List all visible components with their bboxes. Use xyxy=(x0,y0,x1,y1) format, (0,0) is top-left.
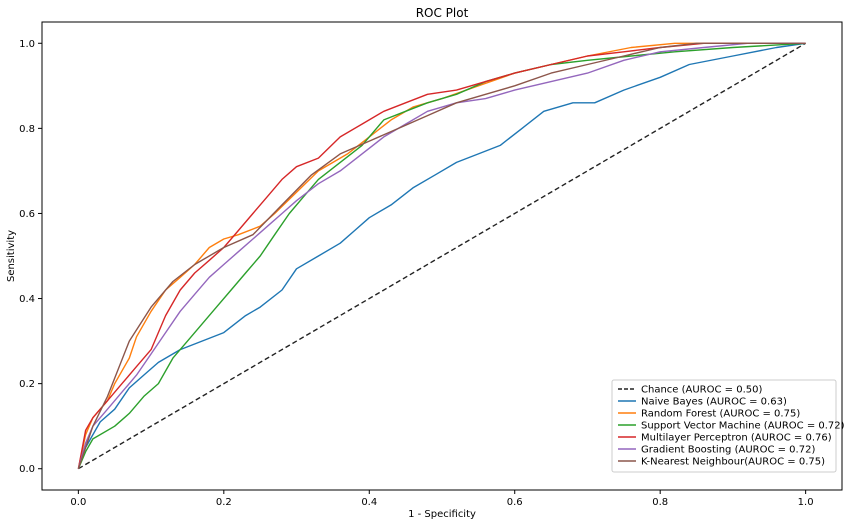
y-axis: 0.0 0.2 0.4 0.6 0.8 1.0 xyxy=(19,39,42,475)
legend-label: Gradient Boosting (AUROC = 0.72) xyxy=(641,445,815,456)
y-tick-label: 1.0 xyxy=(19,39,35,50)
series-line-5 xyxy=(77,42,806,469)
series-line-0 xyxy=(78,42,806,470)
legend-label: Random Forest (AUROC = 0.75) xyxy=(641,409,800,420)
legend-label: Multilayer Perceptron (AUROC = 0.76) xyxy=(641,433,832,444)
series-line-4 xyxy=(77,42,806,469)
x-axis-label: 1 - Specificity xyxy=(408,509,476,520)
x-tick-label: 0.2 xyxy=(216,497,232,508)
chart-title: ROC Plot xyxy=(416,6,469,20)
y-axis-label: Sensitivity xyxy=(6,230,17,282)
legend: Chance (AUROC = 0.50)Naive Bayes (AUROC … xyxy=(611,379,845,473)
y-tick-label: 0.2 xyxy=(19,379,35,390)
series-line-6 xyxy=(77,42,806,469)
y-tick-label: 0.6 xyxy=(19,209,35,220)
y-tick-label: 0.4 xyxy=(19,294,35,305)
x-axis: 0.0 0.2 0.4 0.6 0.8 1.0 xyxy=(70,490,814,508)
legend-box xyxy=(611,379,837,473)
series-line-1 xyxy=(77,42,806,469)
x-tick-label: 0.8 xyxy=(652,497,668,508)
plot-area xyxy=(41,21,843,491)
plot-frame xyxy=(41,21,843,491)
x-tick-label: 1.0 xyxy=(798,497,814,508)
legend-label: K-Nearest Neighbour(AUROC = 0.75) xyxy=(641,457,825,468)
y-tick-label: 0.0 xyxy=(19,464,35,475)
x-tick-label: 0.4 xyxy=(361,497,377,508)
legend-label: Support Vector Machine (AUROC = 0.72) xyxy=(641,421,845,432)
x-tick-label: 0.6 xyxy=(507,497,523,508)
y-tick-label: 0.8 xyxy=(19,124,35,135)
legend-label: Chance (AUROC = 0.50) xyxy=(641,385,762,396)
x-tick-label: 0.0 xyxy=(70,497,86,508)
legend-label: Naive Bayes (AUROC = 0.63) xyxy=(641,397,787,408)
